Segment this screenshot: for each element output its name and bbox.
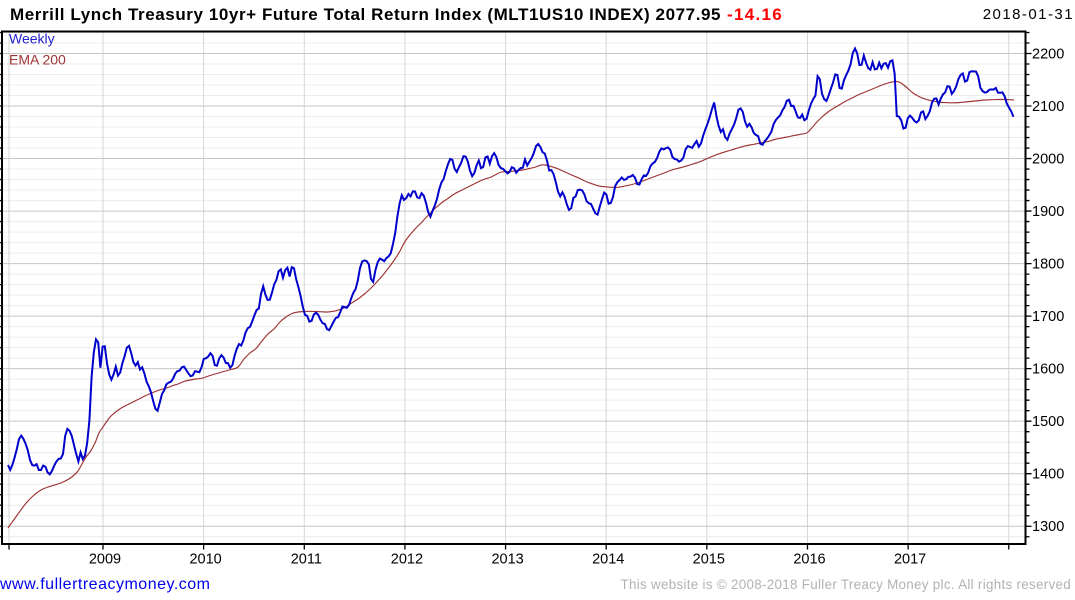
svg-text:2011: 2011: [291, 552, 322, 568]
svg-text:2200: 2200: [1032, 47, 1064, 63]
svg-text:2013: 2013: [491, 552, 523, 568]
svg-text:Weekly: Weekly: [9, 31, 55, 47]
svg-text:2009: 2009: [89, 552, 121, 568]
svg-text:1400: 1400: [1032, 467, 1064, 483]
svg-text:2017: 2017: [894, 552, 926, 568]
svg-text:1300: 1300: [1032, 519, 1064, 535]
svg-text:2100: 2100: [1032, 99, 1064, 115]
svg-text:1700: 1700: [1032, 309, 1064, 325]
svg-text:1800: 1800: [1032, 257, 1064, 273]
svg-text:Merrill Lynch Treasury 10yr+ F: Merrill Lynch Treasury 10yr+ Future Tota…: [10, 5, 721, 24]
svg-text:2014: 2014: [592, 552, 624, 568]
svg-text:2000: 2000: [1032, 152, 1064, 168]
svg-text:2010: 2010: [189, 552, 221, 568]
svg-text:-14.16: -14.16: [727, 5, 783, 24]
svg-text:EMA 200: EMA 200: [9, 52, 66, 68]
svg-text:2015: 2015: [693, 552, 725, 568]
svg-text:This website is © 2008-2018 Fu: This website is © 2008-2018 Fuller Treac…: [621, 577, 1071, 592]
svg-text:1500: 1500: [1032, 414, 1064, 430]
svg-text:1600: 1600: [1032, 362, 1064, 378]
svg-text:2018-01-31: 2018-01-31: [983, 6, 1074, 23]
svg-text:1900: 1900: [1032, 204, 1064, 220]
svg-text:www.fullertreacymoney.com: www.fullertreacymoney.com: [0, 576, 210, 593]
svg-text:2012: 2012: [391, 552, 423, 568]
svg-text:2016: 2016: [793, 552, 825, 568]
